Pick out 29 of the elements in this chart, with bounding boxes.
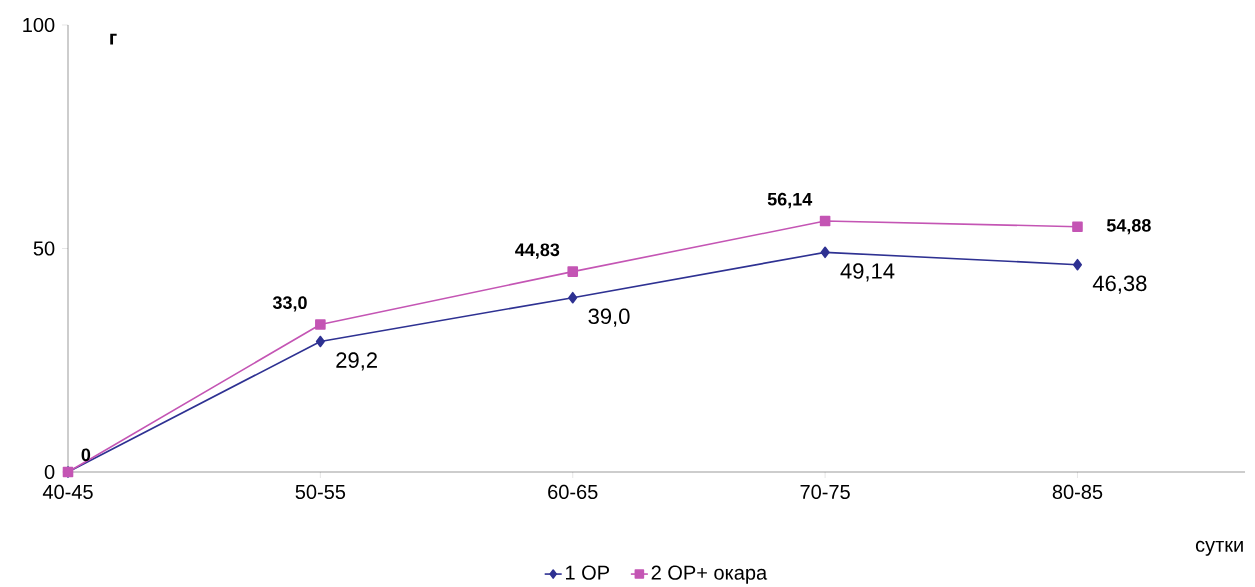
point: [1072, 258, 1083, 271]
x-tick-label: 50-55: [295, 484, 346, 500]
point: [568, 291, 578, 304]
point: [315, 319, 326, 330]
data-label: 33,0: [272, 296, 307, 312]
point: [819, 215, 831, 227]
x-tick-label: 40-45: [42, 484, 93, 500]
data-label: 44,83: [515, 243, 560, 259]
data-label: 56,14: [767, 192, 813, 209]
data-label: 39,0: [588, 308, 630, 327]
legend-label: 1 OP: [566, 565, 609, 580]
data-label: 49,14: [840, 263, 895, 282]
y-tick-label: 0: [44, 464, 55, 480]
data-label: 0: [81, 448, 91, 462]
point: [315, 335, 325, 348]
data-label: 54,88: [1106, 219, 1151, 235]
point: [1072, 221, 1083, 232]
x-tick-label: 60-65: [548, 484, 598, 500]
x-axis-title: сутки: [1195, 540, 1243, 556]
point: [567, 266, 579, 277]
x-tick-label: 70-75: [800, 484, 850, 500]
data-label: 46,38: [1092, 275, 1147, 294]
x-tick-label: 80-85: [1052, 484, 1103, 500]
point: [820, 246, 830, 259]
y-tick-label: 100: [23, 17, 55, 33]
legend-label: 2 OP+ окара: [651, 565, 768, 584]
y-axis-title: г: [110, 33, 117, 45]
y-tick-label: 50: [33, 241, 55, 256]
data-label: 29,2: [336, 352, 377, 371]
